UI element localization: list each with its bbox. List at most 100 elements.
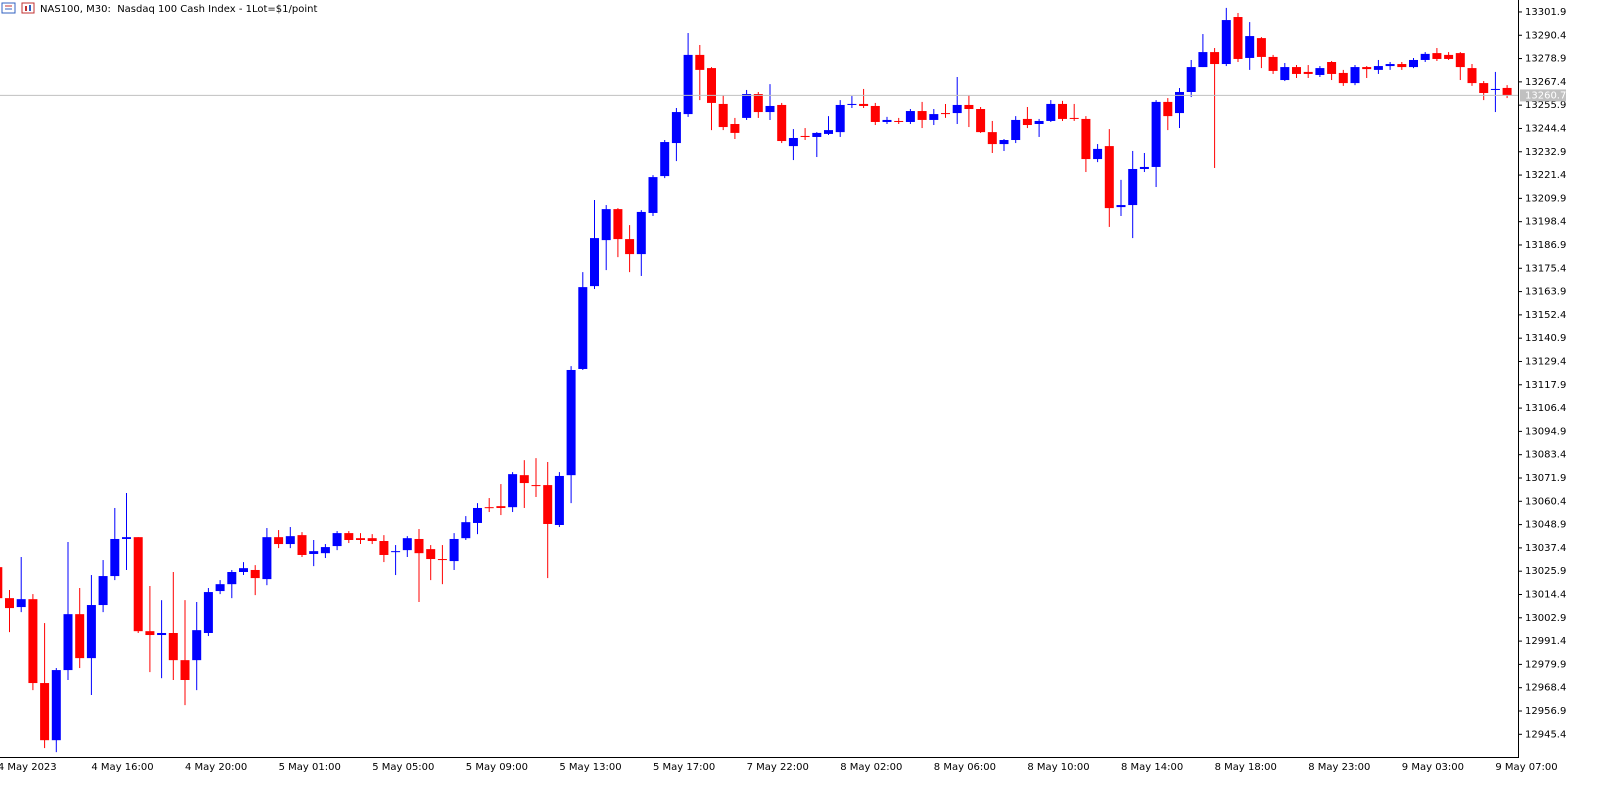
candle-body [1151, 101, 1161, 167]
y-tick-label: 12956.9 [1525, 706, 1566, 717]
candle-body [86, 605, 96, 659]
candle-body [414, 538, 424, 554]
candle-body [473, 507, 482, 523]
candle-body [1444, 54, 1454, 59]
candle-body [695, 54, 705, 70]
candle-body [1128, 168, 1138, 206]
candle-body [1046, 103, 1056, 121]
candle-body [157, 632, 167, 636]
candle-body [1081, 118, 1091, 160]
candle-body [203, 592, 213, 633]
x-tick-label: 5 May 09:00 [466, 762, 528, 773]
candle-body [63, 614, 73, 671]
candle-body [40, 683, 50, 741]
candle-body [1467, 68, 1477, 84]
y-tick-label: 12968.4 [1525, 683, 1566, 694]
candle-body [882, 119, 892, 122]
y-tick-label: 13140.9 [1525, 333, 1566, 344]
x-tick-label: 8 May 23:00 [1308, 762, 1370, 773]
candle-body [262, 537, 272, 580]
y-tick-label: 13175.4 [1525, 263, 1566, 274]
candle-body [765, 105, 775, 113]
candle-body [1093, 148, 1103, 160]
candle-body [379, 541, 389, 555]
candle-body [1022, 118, 1032, 126]
candle-body [543, 485, 553, 524]
candle-body [227, 572, 237, 585]
x-tick-label: 9 May 03:00 [1402, 762, 1464, 773]
candle-body [999, 140, 1009, 145]
x-tick-label: 5 May 05:00 [372, 762, 434, 773]
candle-body [484, 507, 494, 509]
icon-chart[interactable] [21, 2, 35, 14]
candle-body [1409, 59, 1418, 68]
candle-body [309, 551, 319, 554]
candle-body [707, 68, 716, 103]
candle-body [566, 369, 576, 476]
candle-body [449, 538, 459, 562]
candle-body [660, 142, 670, 177]
y-tick-label: 13209.9 [1525, 193, 1566, 204]
y-tick-label: 13014.4 [1525, 589, 1566, 600]
candle-body [16, 599, 26, 608]
candle-body [1432, 53, 1442, 59]
candle-body [578, 287, 588, 369]
candle-body [437, 559, 447, 561]
last-price-box [1520, 89, 1566, 102]
candle-body [753, 94, 763, 113]
x-tick-label: 5 May 17:00 [653, 762, 715, 773]
candle-body [1385, 64, 1395, 67]
y-tick-label: 13106.4 [1525, 403, 1566, 414]
y-tick-label: 12945.4 [1525, 729, 1566, 740]
x-tick-label: 4 May 16:00 [91, 762, 153, 773]
candle-body [648, 177, 658, 213]
candle-body [777, 104, 787, 142]
candle-body [1011, 119, 1021, 141]
candle-body [192, 630, 202, 661]
candle-body [122, 537, 131, 539]
candle-body [110, 538, 120, 577]
y-tick-label: 13025.9 [1525, 566, 1566, 577]
candle-body [1210, 52, 1220, 65]
candle-body [1280, 67, 1290, 81]
candle-body [1233, 17, 1243, 59]
candle-body [215, 584, 225, 592]
icon-list[interactable] [1, 2, 16, 14]
candle-body [847, 103, 857, 105]
y-tick-label: 12979.9 [1525, 659, 1566, 670]
candle-body [5, 598, 14, 609]
y-tick-label: 12991.4 [1525, 636, 1566, 647]
candle-body [812, 132, 822, 137]
x-tick-label: 8 May 14:00 [1121, 762, 1183, 773]
y-tick-label: 13255.9 [1525, 100, 1566, 111]
candle-body [1292, 67, 1301, 74]
candle-body [519, 475, 529, 484]
candle-body [1420, 53, 1430, 60]
candle-body [613, 209, 623, 240]
candle-body [835, 104, 845, 133]
candle-body [1327, 62, 1337, 74]
candle-body [1245, 36, 1255, 58]
candle-body [987, 132, 997, 145]
candle-body [274, 537, 284, 545]
candle-body [1350, 67, 1360, 84]
y-tick-label: 13094.9 [1525, 426, 1566, 437]
candle-body [75, 614, 85, 659]
x-tick-label: 7 May 22:00 [747, 762, 809, 773]
candle-body [344, 533, 354, 540]
y-tick-label: 13267.4 [1525, 77, 1566, 88]
candle-body [859, 103, 869, 106]
y-tick-label: 13186.9 [1525, 240, 1566, 251]
candle-body [800, 135, 810, 137]
candle-body [531, 485, 541, 487]
candle-body [952, 104, 962, 114]
candle-body [941, 113, 950, 115]
y-tick-label: 13048.9 [1525, 520, 1566, 531]
candle-body [496, 506, 506, 508]
candle-body [1198, 52, 1208, 68]
candle-body [1221, 20, 1231, 65]
candle-body [1479, 83, 1489, 94]
candle-body [625, 239, 635, 255]
x-tick-label: 9 May 07:00 [1495, 762, 1557, 773]
candle-body [285, 536, 295, 545]
